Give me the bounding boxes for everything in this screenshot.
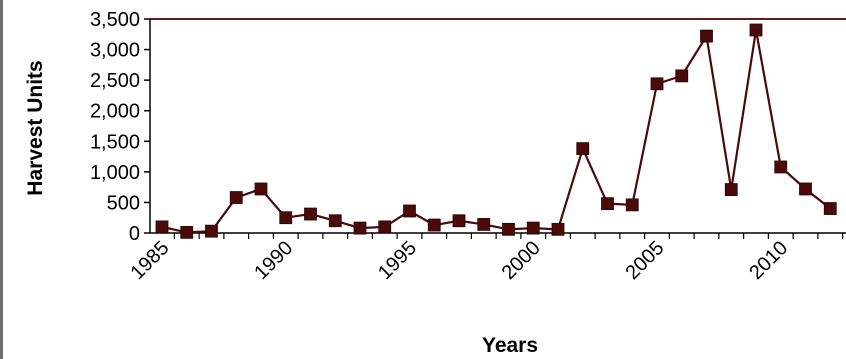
data-point (823, 202, 837, 215)
data-point (774, 160, 788, 174)
data-point (749, 23, 763, 37)
data-point (279, 211, 293, 225)
data-point (353, 221, 367, 235)
data-point (205, 224, 218, 238)
y-tick-label: 2,500 (90, 70, 140, 92)
data-point (328, 214, 342, 228)
left-frame-bar (0, 0, 3, 359)
data-point (304, 207, 317, 221)
x-tick-label: 2005 (622, 237, 669, 284)
data-point (502, 222, 515, 236)
data-point (180, 225, 194, 239)
x-tick-label: 1990 (250, 237, 297, 284)
x-axis-title: Years (482, 334, 538, 357)
y-tick-label: 3,000 (90, 40, 140, 62)
y-tick-label: 3,500 (90, 9, 140, 31)
data-point (675, 69, 689, 83)
y-axis-title: Harvest Units (24, 60, 47, 195)
x-tick-label: 1995 (374, 237, 421, 284)
data-point (254, 182, 268, 196)
series-harvest-units (155, 23, 837, 239)
y-axis-ticks: 0 500 1,000 1,500 2,000 2,500 3,000 3,500 (90, 9, 150, 245)
x-tick-label: 2010 (745, 237, 792, 284)
data-point (452, 214, 466, 228)
y-tick-label: 0 (129, 223, 140, 245)
data-point (724, 183, 738, 196)
x-tick-label: 2000 (498, 237, 545, 284)
data-point (378, 220, 392, 234)
data-point (650, 77, 664, 91)
data-point (625, 198, 639, 212)
data-point (477, 218, 491, 231)
data-point (601, 197, 614, 211)
data-point (427, 218, 441, 232)
y-tick-label: 2,000 (90, 101, 140, 123)
y-tick-label: 1,000 (90, 162, 140, 184)
data-point (403, 204, 416, 218)
data-point (551, 222, 565, 236)
y-tick-label: 1,500 (90, 131, 140, 153)
data-point (526, 221, 540, 235)
data-point (576, 142, 590, 156)
data-point (799, 182, 812, 196)
data-point (155, 220, 169, 234)
data-point (229, 191, 243, 204)
series-line (161, 29, 831, 234)
y-tick-label: 500 (107, 192, 140, 214)
x-axis-ticks: 1985 1990 1995 2000 2005 2010 (127, 233, 844, 284)
data-point (700, 29, 713, 43)
